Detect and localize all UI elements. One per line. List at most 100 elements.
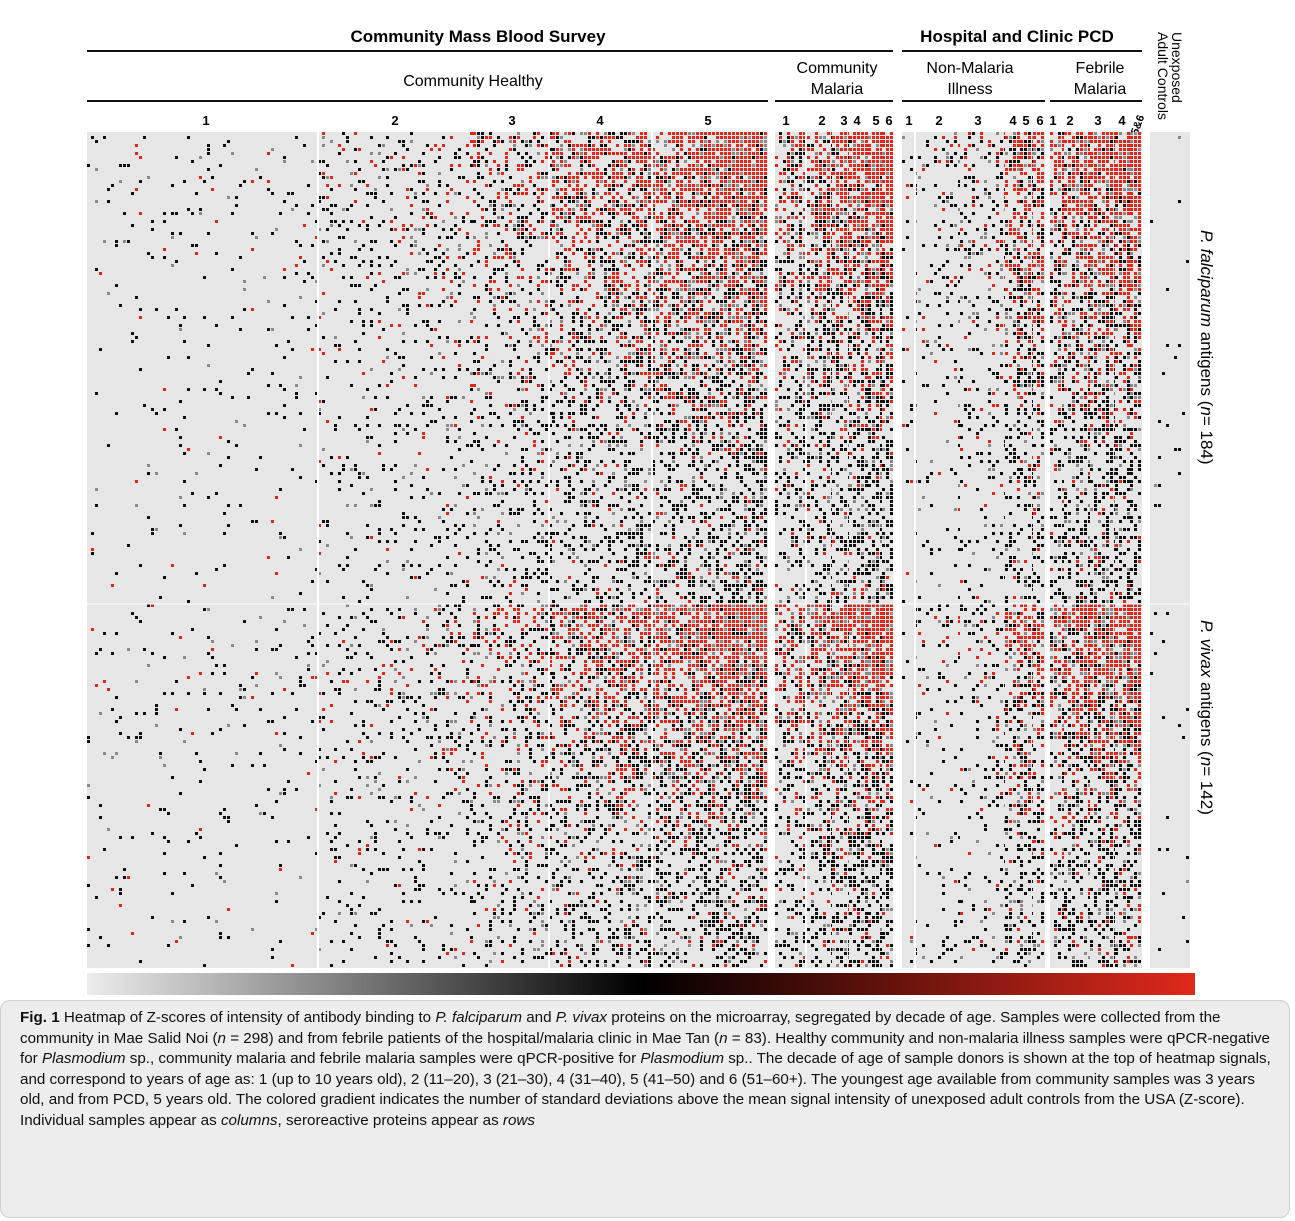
heatmap-cell [584, 488, 587, 491]
heatmap-cell [648, 804, 651, 807]
heatmap-cell [644, 788, 647, 791]
heatmap-cell [517, 608, 520, 611]
heatmap-cell [580, 324, 583, 327]
heatmap-cell [612, 268, 615, 271]
heatmap-cell [584, 160, 587, 163]
heatmap-cell [636, 224, 639, 227]
heatmap-cell [648, 916, 651, 919]
heatmap-cell [596, 192, 599, 195]
heatmap-cell [458, 228, 461, 231]
heatmap-cell [576, 248, 579, 251]
heatmap-cell [426, 400, 429, 403]
heatmap-cell [564, 704, 567, 707]
heatmap-cell [473, 632, 476, 635]
heatmap-cell [473, 652, 476, 655]
heatmap-cell [632, 776, 635, 779]
heatmap-cell [247, 396, 250, 399]
heatmap-cell [473, 440, 476, 443]
heatmap-cell [584, 428, 587, 431]
heatmap-cell [648, 524, 651, 527]
heatmap-cell [552, 632, 555, 635]
heatmap-cell [358, 600, 361, 603]
heatmap-cell [493, 256, 496, 259]
heatmap-cell [572, 152, 575, 155]
heatmap-cell [418, 228, 421, 231]
heatmap-cell [648, 736, 651, 739]
heatmap-cell [338, 144, 341, 147]
heatmap-cell [608, 188, 611, 191]
heatmap-cell [632, 252, 635, 255]
heatmap-cell [509, 404, 512, 407]
heatmap-cell [489, 740, 492, 743]
heatmap-cell [211, 188, 214, 191]
heatmap-cell [505, 192, 508, 195]
heatmap-cell [600, 264, 603, 267]
heatmap-cell [489, 928, 492, 931]
heatmap-cell [596, 800, 599, 803]
heatmap-cell [580, 168, 583, 171]
heatmap-cell [572, 328, 575, 331]
heatmap-cell [616, 416, 619, 419]
heatmap-cell [549, 704, 552, 707]
heatmap-cell [402, 564, 405, 567]
heatmap-cell [481, 576, 484, 579]
heatmap-cell [338, 564, 341, 567]
heatmap-cell [616, 720, 619, 723]
heatmap-cell [556, 580, 559, 583]
heatmap-cell [560, 268, 563, 271]
heatmap-cell [608, 288, 611, 291]
heatmap-cell [374, 776, 377, 779]
heatmap-cell [564, 668, 567, 671]
heatmap-cell [525, 408, 528, 411]
heatmap-cell [572, 132, 575, 135]
heatmap-cell [596, 732, 599, 735]
heatmap-cell [616, 160, 619, 163]
heatmap-cell [529, 736, 532, 739]
heatmap-cell [580, 492, 583, 495]
heatmap-cell [517, 616, 520, 619]
heatmap-cell [477, 440, 480, 443]
heatmap-cell [564, 384, 567, 387]
heatmap-cell [354, 652, 357, 655]
heatmap-cell [450, 640, 453, 643]
heatmap-cell [612, 200, 615, 203]
heatmap-cell [537, 696, 540, 699]
heatmap-cell [473, 524, 476, 527]
heatmap-cell [620, 592, 623, 595]
heatmap-cell [604, 744, 607, 747]
heatmap-cell [139, 212, 142, 215]
heatmap-cell [620, 620, 623, 623]
heatmap-cell [596, 184, 599, 187]
heatmap-cell [616, 756, 619, 759]
heatmap-cell [592, 920, 595, 923]
heatmap-cell [454, 544, 457, 547]
heatmap-cell [529, 660, 532, 663]
heatmap-cell [410, 796, 413, 799]
heatmap-cell [572, 312, 575, 315]
heatmap-cell [640, 340, 643, 343]
heatmap-cell [620, 292, 623, 295]
heatmap-cell [564, 764, 567, 767]
heatmap-cell [119, 836, 122, 839]
heatmap-cell [644, 324, 647, 327]
heatmap-cell [466, 580, 469, 583]
heatmap-cell [406, 832, 409, 835]
heatmap-cell [291, 468, 294, 471]
heatmap-cell [291, 608, 294, 611]
heatmap-cell [438, 804, 441, 807]
heatmap-cell [521, 164, 524, 167]
heatmap-cell [648, 232, 651, 235]
heatmap-cell [624, 744, 627, 747]
heatmap-cell [183, 920, 186, 923]
heatmap-cell [549, 660, 552, 663]
heatmap-cell [612, 184, 615, 187]
heatmap-cell [505, 404, 508, 407]
heatmap-cell [588, 676, 591, 679]
heatmap-cell [382, 924, 385, 927]
heatmap-cell [470, 140, 473, 143]
heatmap-cell [386, 176, 389, 179]
heatmap-cell [342, 276, 345, 279]
heatmap-cell [374, 568, 377, 571]
heatmap-cell [604, 720, 607, 723]
heatmap-cell [163, 692, 166, 695]
